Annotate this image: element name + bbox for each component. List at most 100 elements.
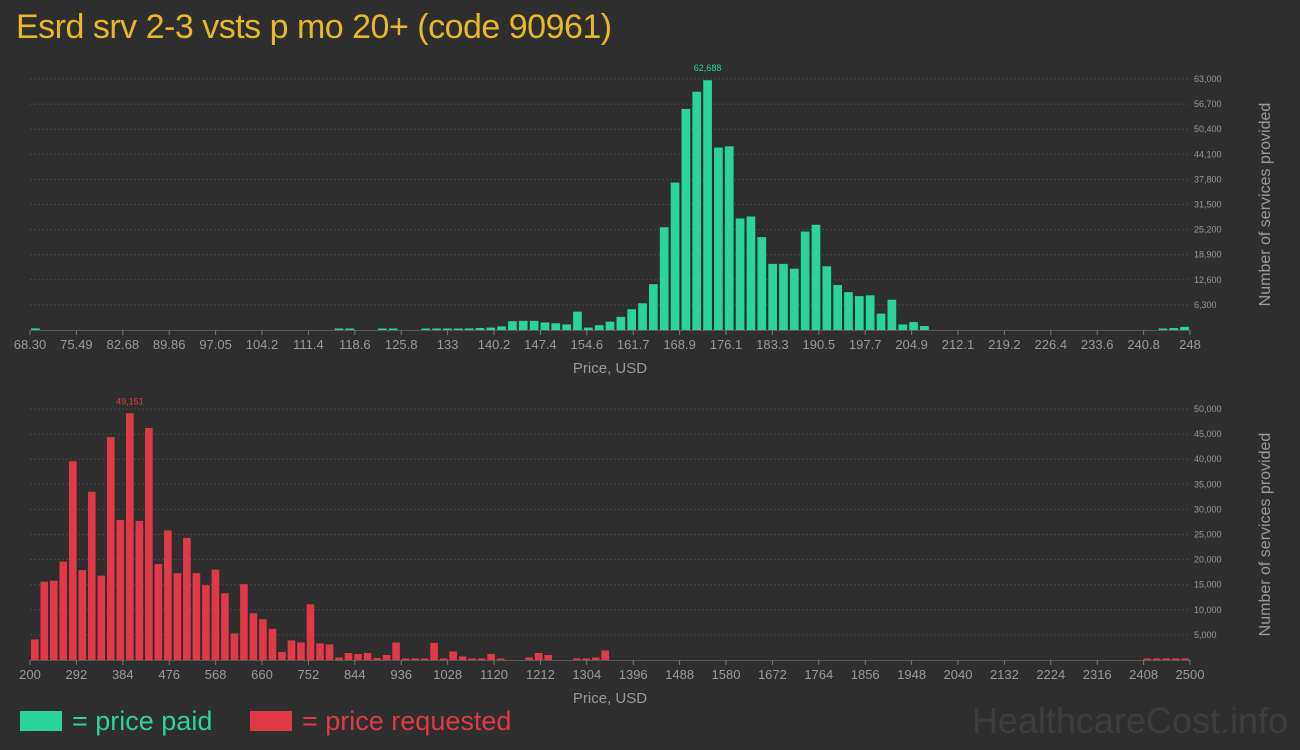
requested-bar (449, 651, 457, 660)
paid-y-tick-label: 6,300 (1194, 300, 1217, 310)
requested-bar (135, 520, 144, 660)
requested-bar (97, 575, 106, 660)
requested-y-tick-label: 40,000 (1194, 454, 1222, 464)
paid-bar (1169, 328, 1179, 330)
requested-x-tick-label: 1856 (851, 667, 880, 682)
requested-x-tick-label: 1396 (619, 667, 648, 682)
price-requested-chart: 5,000 10,000 15,000 20,000 25,000 30,000 35,00… (19, 396, 1274, 707)
paid-x-tick-label: 219.2 (988, 337, 1021, 352)
paid-y-axis-title: Number of services provided (1257, 103, 1274, 307)
paid-bar (865, 295, 875, 330)
paid-bar (789, 268, 799, 330)
legend-price-paid: = price paid (20, 706, 212, 736)
paid-x-tick-label: 133 (437, 337, 459, 352)
paid-bar (724, 146, 734, 330)
requested-x-tick-label: 2500 (1176, 667, 1205, 682)
paid-bar (616, 316, 626, 330)
requested-bar (249, 613, 258, 660)
legend-swatch-requested (250, 711, 292, 731)
paid-bar (518, 320, 528, 330)
requested-x-tick-label: 660 (251, 667, 273, 682)
requested-peak-label: 49,151 (116, 396, 144, 406)
paid-x-tick-label: 248 (1179, 337, 1201, 352)
requested-bar (164, 530, 172, 660)
requested-bar (401, 658, 410, 660)
requested-bar (78, 570, 87, 660)
requested-bar (268, 628, 277, 660)
requested-x-axis-title: Price, USD (573, 690, 647, 707)
requested-bar (107, 437, 115, 660)
requested-bar (572, 658, 581, 660)
requested-bar (287, 640, 296, 660)
paid-bar (920, 326, 929, 330)
requested-bar (591, 657, 600, 660)
requested-bar (468, 658, 476, 660)
legend-label-paid: = price paid (72, 705, 213, 736)
paid-y-tick-label: 25,200 (1194, 225, 1222, 235)
legend-price-requested: = price requested (250, 706, 511, 736)
requested-bar (278, 651, 286, 660)
paid-y-tick-label: 37,800 (1194, 174, 1222, 184)
paid-x-axis-title: Price, USD (573, 360, 647, 377)
requested-bar (439, 658, 448, 660)
paid-bar (627, 309, 637, 330)
requested-bar (240, 584, 248, 660)
paid-bar (844, 292, 853, 330)
paid-bar (909, 322, 918, 330)
requested-bar (487, 653, 495, 660)
requested-bar (420, 658, 429, 660)
paid-x-tick-label: 226.4 (1035, 337, 1068, 352)
requested-bar (1152, 658, 1161, 660)
paid-bar (486, 327, 496, 330)
requested-y-tick-label: 50,000 (1194, 404, 1222, 414)
requested-bar (1143, 658, 1152, 660)
paid-bar (811, 224, 821, 330)
requested-bar (430, 642, 438, 660)
requested-bar (126, 413, 134, 660)
paid-bar (464, 328, 474, 330)
requested-bar (534, 652, 543, 660)
requested-bar (202, 585, 210, 660)
requested-x-tick-label: 936 (390, 667, 412, 682)
paid-y-tick-label: 56,700 (1194, 99, 1222, 109)
paid-bar (779, 263, 788, 330)
requested-x-tick-label: 1028 (433, 667, 462, 682)
paid-bar (898, 324, 908, 330)
paid-x-tick-label: 161.7 (617, 337, 650, 352)
requested-y-tick-label: 45,000 (1194, 429, 1222, 439)
paid-x-tick-label: 154.6 (571, 337, 604, 352)
requested-bar (1181, 658, 1190, 660)
paid-x-tick-label: 104.2 (246, 337, 279, 352)
paid-x-tick-label: 82.68 (107, 337, 140, 352)
paid-bar (551, 323, 561, 330)
paid-bar (432, 328, 441, 330)
paid-bar (887, 299, 897, 330)
requested-bar (1162, 658, 1171, 660)
requested-bar (221, 593, 229, 660)
requested-bar (354, 653, 362, 660)
paid-bar (334, 328, 344, 330)
requested-x-tick-label: 200 (19, 667, 41, 682)
requested-y-tick-label: 10,000 (1194, 605, 1222, 615)
requested-bar (458, 656, 467, 660)
paid-x-tick-label: 204.9 (895, 337, 928, 352)
requested-bar (88, 491, 96, 660)
requested-bar (525, 657, 533, 660)
paid-x-tick-label: 147.4 (524, 337, 557, 352)
paid-x-tick-label: 68.30 (14, 337, 47, 352)
paid-x-tick-label: 111.4 (293, 337, 324, 352)
requested-x-tick-label: 1488 (665, 667, 694, 682)
paid-x-tick-label: 240.8 (1127, 337, 1160, 352)
requested-x-tick-label: 292 (66, 667, 88, 682)
legend-label-requested: = price requested (302, 705, 512, 736)
paid-bar (497, 326, 506, 330)
paid-bar (670, 182, 680, 330)
paid-y-tick-label: 63,000 (1194, 74, 1222, 84)
paid-bar (757, 237, 767, 330)
requested-bar (496, 658, 505, 660)
paid-bar (822, 266, 832, 330)
requested-bar (382, 654, 391, 660)
paid-bar (833, 284, 842, 330)
requested-bar (30, 639, 39, 660)
